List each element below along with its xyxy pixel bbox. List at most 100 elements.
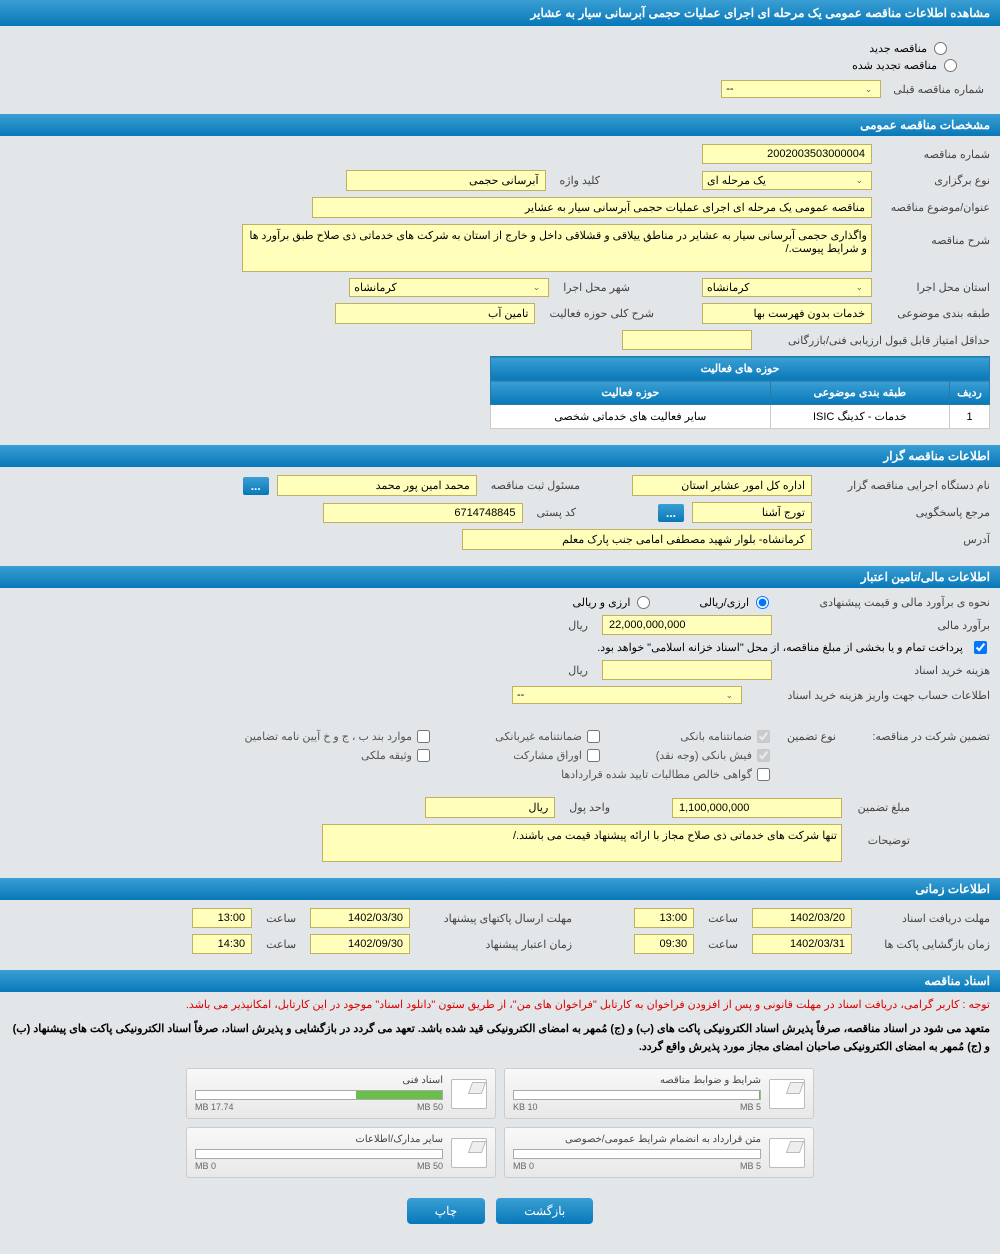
estimate-currency: ریال bbox=[562, 619, 594, 632]
guarantee-amount-label: مبلغ تضمین bbox=[850, 801, 990, 814]
cb-property-pledge[interactable]: وثیقه ملکی bbox=[213, 749, 433, 762]
responder-lookup-button[interactable]: ... bbox=[658, 504, 684, 522]
section-docs-body: توجه : کاربر گرامی، دریافت اسناد در مهلت… bbox=[0, 992, 1000, 1186]
city-select[interactable]: ⌄ کرمانشاه bbox=[349, 278, 549, 297]
account-select[interactable]: ⌄ -- bbox=[512, 686, 742, 704]
chevron-down-icon: ⌄ bbox=[529, 282, 545, 293]
tender-no-field: 2002003503000004 bbox=[702, 144, 872, 164]
activity-row-scope: سایر فعالیت های خدماتی شخصی bbox=[491, 405, 771, 429]
chevron-down-icon: ⌄ bbox=[851, 175, 867, 186]
radio-arzi-va-riali[interactable]: ارزی و ریالی bbox=[572, 596, 653, 609]
radio-new-tender-label: مناقصه جدید bbox=[869, 42, 927, 55]
treasury-checkbox[interactable] bbox=[974, 641, 987, 654]
unit-label: واحد پول bbox=[563, 801, 616, 814]
notes-label: توضیحات bbox=[850, 824, 990, 847]
docs-black-note: متعهد می شود در اسناد مناقصه، صرفاً پذیر… bbox=[0, 1017, 1000, 1060]
desc-field: واگذاری حجمی آبرسانی سیار به عشایر در من… bbox=[242, 224, 872, 272]
keyword-label: کلید واژه bbox=[554, 174, 606, 187]
estimate-label: برآورد مالی bbox=[780, 619, 990, 632]
type-select[interactable]: ⌄ یک مرحله ای bbox=[702, 171, 872, 190]
section-financial-body: نحوه ی برآورد مالی و قیمت پیشنهادی ارزی/… bbox=[0, 588, 1000, 876]
page-title: مشاهده اطلاعات مناقصه عمومی یک مرحله ای … bbox=[0, 0, 1000, 26]
prev-tender-no-value: -- bbox=[726, 83, 733, 95]
folder-icon bbox=[451, 1138, 487, 1168]
radio-new-tender-input[interactable] bbox=[934, 42, 947, 55]
progress-bar bbox=[195, 1090, 443, 1100]
file-card[interactable]: سایر مدارک/اطلاعات 50 MB0 MB bbox=[186, 1127, 496, 1178]
category-field: خدمات بدون فهرست بها bbox=[702, 303, 872, 324]
file-used: 0 MB bbox=[195, 1161, 216, 1171]
keyword-field: آبرسانی حجمی bbox=[346, 170, 546, 191]
min-score-field bbox=[622, 330, 752, 350]
time-label-3: ساعت bbox=[702, 938, 744, 951]
file-title: متن قرارداد به انضمام شرایط عمومی/خصوصی bbox=[513, 1134, 761, 1145]
prev-tender-no-select[interactable]: ⌄ -- bbox=[721, 80, 881, 98]
section-general-header: مشخصات مناقصه عمومی bbox=[0, 114, 1000, 136]
radio-renewed-tender-input[interactable] bbox=[944, 59, 957, 72]
exec-name-field: اداره کل امور عشایر استان bbox=[632, 475, 812, 496]
province-select[interactable]: ⌄ کرمانشاه bbox=[702, 278, 872, 297]
file-cap: 50 MB bbox=[417, 1102, 443, 1112]
time-label-4: ساعت bbox=[260, 938, 302, 951]
activity-row-n: 1 bbox=[950, 405, 990, 429]
city-label: شهر محل اجرا bbox=[557, 281, 636, 294]
progress-bar bbox=[195, 1149, 443, 1159]
activity-table-title: حوزه های فعالیت bbox=[491, 357, 990, 381]
radio-arzi-va-riali-input[interactable] bbox=[637, 596, 650, 609]
treasury-note: پرداخت تمام و یا بخشی از مبلغ مناقصه، از… bbox=[597, 641, 963, 654]
radio-arzi-riali-input[interactable] bbox=[756, 596, 769, 609]
back-button[interactable]: بازگشت bbox=[496, 1198, 593, 1224]
city-value: کرمانشاه bbox=[354, 281, 397, 294]
cb-bank-guarantee[interactable]: ضمانتنامه بانکی bbox=[623, 730, 773, 743]
radio-arzi-riali[interactable]: ارزی/ریالی bbox=[699, 596, 772, 609]
cb-bond-items[interactable]: موارد بند ب ، ج و خ آیین نامه تضامین bbox=[213, 730, 433, 743]
province-value: کرمانشاه bbox=[707, 281, 750, 294]
reg-officer-lookup-button[interactable]: ... bbox=[243, 477, 269, 495]
activity-scope-label: شرح کلی حوزه فعالیت bbox=[543, 307, 660, 320]
guarantee-label: تضمین شرکت در مناقصه: bbox=[850, 730, 990, 743]
progress-bar bbox=[513, 1149, 761, 1159]
account-value: -- bbox=[517, 689, 524, 701]
doc-fee-field bbox=[602, 660, 772, 680]
method-label: نحوه ی برآورد مالی و قیمت پیشنهادی bbox=[780, 596, 990, 609]
file-card[interactable]: متن قرارداد به انضمام شرایط عمومی/خصوصی … bbox=[504, 1127, 814, 1178]
activity-scope-field: تامین آب bbox=[335, 303, 535, 324]
file-title: سایر مدارک/اطلاعات bbox=[195, 1134, 443, 1145]
file-card[interactable]: شرایط و ضوابط مناقصه 5 MB10 KB bbox=[504, 1068, 814, 1119]
envelope-deadline-time: 13:00 bbox=[192, 908, 252, 928]
folder-icon bbox=[769, 1138, 805, 1168]
exec-name-label: نام دستگاه اجرایی مناقصه گزار bbox=[820, 479, 990, 492]
section-timing-header: اطلاعات زمانی bbox=[0, 878, 1000, 900]
chevron-down-icon: ⌄ bbox=[721, 690, 737, 701]
validity-label: زمان اعتبار پیشنهاد bbox=[418, 938, 578, 951]
address-field: کرمانشاه- بلوار شهید مصطفی امامی جنب پار… bbox=[462, 529, 812, 550]
envelope-deadline-label: مهلت ارسال پاکتهای پیشنهاد bbox=[418, 912, 578, 925]
doc-deadline-date: 1402/03/20 bbox=[752, 908, 852, 928]
min-score-label: حداقل امتیاز قابل قبول ارزیابی فنی/بازرگ… bbox=[760, 334, 990, 347]
radio-renewed-tender[interactable]: مناقصه تجدید شده bbox=[852, 59, 990, 72]
file-used: 17.74 MB bbox=[195, 1102, 234, 1112]
chevron-down-icon: ⌄ bbox=[861, 84, 877, 95]
province-label: استان محل اجرا bbox=[880, 281, 990, 294]
cb-participation-bonds[interactable]: اوراق مشارکت bbox=[453, 749, 603, 762]
file-card[interactable]: اسناد فنی 50 MB 17.74 MB bbox=[186, 1068, 496, 1119]
guarantee-amount-field: 1,100,000,000 bbox=[672, 798, 842, 818]
cb-nonbank-guarantee[interactable]: ضمانتنامه غیربانکی bbox=[453, 730, 603, 743]
activity-col-category: طبقه بندی موضوعی bbox=[770, 381, 949, 405]
progress-fill bbox=[759, 1091, 760, 1099]
cb-cash-slip[interactable]: فیش بانکی (وجه نقد) bbox=[623, 749, 773, 762]
reg-officer-field: محمد امین پور محمد bbox=[277, 475, 477, 496]
doc-fee-label: هزینه خرید اسناد bbox=[780, 664, 990, 677]
section-organizer-body: نام دستگاه اجرایی مناقصه گزار اداره کل ا… bbox=[0, 467, 1000, 564]
cb-net-claims[interactable]: گواهی خالص مطالبات تایید شده قراردادها bbox=[213, 768, 773, 781]
type-label: نوع برگزاری bbox=[880, 174, 990, 187]
file-title: اسناد فنی bbox=[195, 1075, 443, 1086]
responder-label: مرجع پاسخگویی bbox=[820, 506, 990, 519]
print-button[interactable]: چاپ bbox=[407, 1198, 485, 1224]
section-general-body: شماره مناقصه 2002003503000004 نوع برگزار… bbox=[0, 136, 1000, 443]
type-value: یک مرحله ای bbox=[707, 174, 766, 187]
radio-new-tender[interactable]: مناقصه جدید bbox=[869, 42, 950, 55]
notes-field: تنها شرکت های خدماتی ذی صلاح مجاز با ارا… bbox=[322, 824, 842, 862]
responder-field: تورج آشنا bbox=[692, 502, 812, 523]
postal-label: کد پستی bbox=[531, 506, 582, 519]
